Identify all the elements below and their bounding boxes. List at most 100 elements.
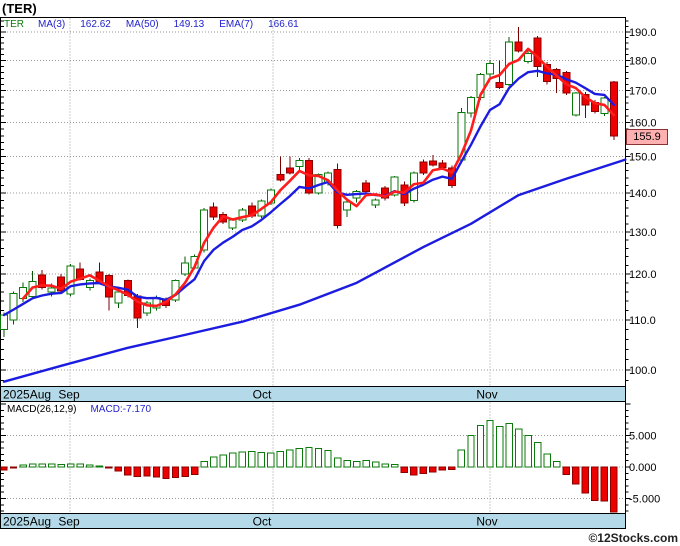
macd-bar-negative <box>400 466 408 474</box>
macd-bar-negative <box>572 466 580 485</box>
candle-up <box>571 92 580 116</box>
macd-bar-negative <box>171 466 180 479</box>
ma50-value: 149.13 <box>173 19 205 30</box>
macd-bar-positive <box>457 449 466 468</box>
watermark: ©12Stocks.com <box>588 531 678 545</box>
price-axis-label: 180.0 <box>629 55 657 67</box>
price-axis-label: 130.0 <box>629 227 657 239</box>
candle-up <box>371 199 380 206</box>
candle-down <box>495 82 504 88</box>
macd-bar-negative <box>143 466 151 477</box>
candle-up <box>47 287 56 293</box>
macd-bar-negative <box>190 466 199 476</box>
macd-bar-positive <box>28 463 37 468</box>
macd-legend: MACD(26,12,9) MACD:-7.170 <box>7 404 151 415</box>
candle-down <box>419 161 428 174</box>
candle-down <box>38 274 47 288</box>
macd-bar-positive <box>524 435 532 468</box>
macd-bar-positive <box>19 464 27 468</box>
candle-up <box>466 97 475 114</box>
macd-bar-positive <box>362 460 370 468</box>
candle-down <box>428 160 437 166</box>
candle-up <box>343 201 352 211</box>
candle-up <box>295 159 304 167</box>
candle-up <box>524 52 533 63</box>
macd-bar-positive <box>267 452 275 468</box>
macd-bar-positive <box>76 463 84 468</box>
x-axis-month-label: Sep <box>58 388 80 402</box>
candle-up <box>142 302 151 314</box>
candle-down <box>57 276 66 292</box>
macd-bar-negative <box>591 466 599 501</box>
macd-bar-negative <box>438 466 447 471</box>
macd-bar-negative <box>610 466 618 513</box>
ema7-label: EMA(7) <box>219 19 254 30</box>
macd-bar-negative <box>114 466 123 472</box>
candle-down <box>285 167 294 174</box>
candle-down <box>333 169 342 226</box>
last-price-tag: 155.9 <box>626 129 668 145</box>
candle-down <box>609 81 618 137</box>
macd-bar-positive <box>248 450 256 468</box>
macd-bar-negative <box>562 466 570 476</box>
x-axis-month-label: Nov <box>476 515 497 529</box>
macd-bar-negative <box>410 466 418 476</box>
macd-bar-positive <box>305 446 313 468</box>
macd-bar-positive <box>343 460 351 468</box>
candle-down <box>209 206 218 218</box>
candle-up <box>181 262 190 275</box>
macd-bar-positive <box>514 428 523 468</box>
candle-up <box>0 314 8 330</box>
macd-bar-negative <box>162 466 170 479</box>
macd-bar-positive <box>381 463 389 468</box>
price-axis-label: 140.0 <box>629 188 657 200</box>
macd-bar-positive <box>200 460 208 468</box>
candle-down <box>276 173 285 181</box>
macd-bar-positive <box>47 463 56 468</box>
candle-up <box>200 209 209 251</box>
macd-bar-positive <box>286 449 294 468</box>
price-axis-label: 190.0 <box>629 27 657 39</box>
x-axis-month-label: Oct <box>253 388 272 402</box>
main-chart-legend: TER MA(3) 162.62 MA(50) 149.13 EMA(7) 166.61 <box>4 19 314 30</box>
price-axis-label: 120.0 <box>629 269 657 281</box>
macd-params-label: MACD(26,12,9) <box>7 404 77 415</box>
date-band-macd <box>0 513 626 529</box>
macd-bar-positive <box>38 463 46 468</box>
macd-value-label: MACD:-7.170 <box>90 404 152 415</box>
candle-up <box>486 62 495 75</box>
macd-bar-negative <box>9 466 18 469</box>
macd-bar-negative <box>105 466 113 469</box>
macd-bar-positive <box>495 426 504 468</box>
macd-bar-positive <box>314 448 323 468</box>
macd-axis-label: 0.000 <box>629 462 657 474</box>
macd-bar-positive <box>371 461 380 468</box>
macd-bar-negative <box>448 466 456 471</box>
x-axis-month-label: Oct <box>253 515 272 529</box>
main-chart-border <box>0 17 626 402</box>
x-axis-month-label: Sep <box>58 515 80 529</box>
ma3-line <box>21 47 616 308</box>
ma3-value: 162.62 <box>80 19 111 30</box>
x-axis-month-label: Nov <box>476 388 497 402</box>
macd-axis-label: 5.000 <box>629 431 657 443</box>
candle-down <box>533 37 542 68</box>
macd-bar-negative <box>181 466 189 477</box>
macd-bar-negative <box>124 466 132 476</box>
x-axis-month-label: 2025Aug <box>3 388 51 402</box>
macd-bar-positive <box>391 463 399 468</box>
ticker-symbol: TER <box>4 19 24 30</box>
macd-bar-positive <box>219 454 227 468</box>
macd-bar-positive <box>209 456 218 468</box>
candle-up <box>114 291 123 304</box>
macd-bar-positive <box>533 441 542 468</box>
ma50-line <box>2 158 627 383</box>
macd-bar-positive <box>238 451 246 468</box>
x-axis-month-label: 2025Aug <box>3 515 51 529</box>
macd-bar-positive <box>543 453 551 468</box>
ma3-label: MA(3) <box>38 19 66 30</box>
macd-bar-negative <box>133 466 142 477</box>
macd-bar-positive <box>86 464 94 468</box>
macd-bar-positive <box>324 450 332 468</box>
